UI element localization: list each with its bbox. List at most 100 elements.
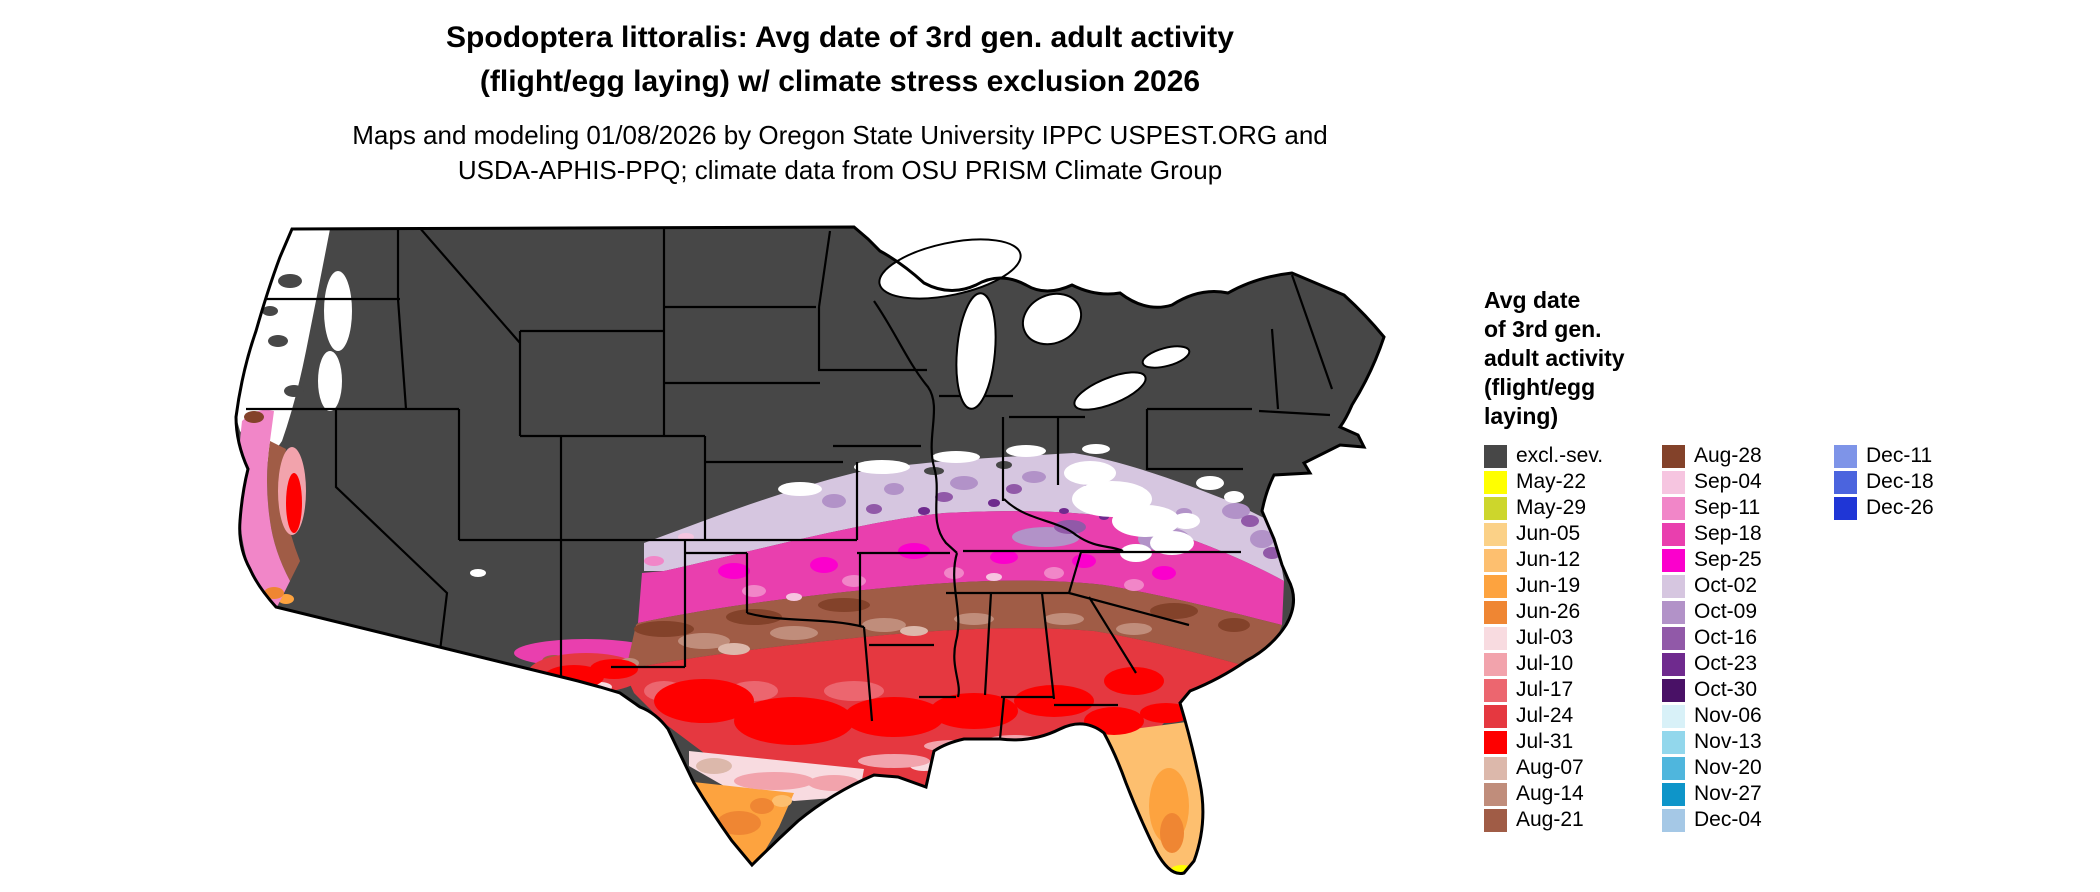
legend-swatch xyxy=(1662,678,1685,702)
legend-item: Dec-11 xyxy=(1834,443,2004,469)
legend-item: Jul-03 xyxy=(1484,625,1662,651)
subtitle-line-1: Maps and modeling 01/08/2026 by Oregon S… xyxy=(352,120,1328,150)
legend-swatch xyxy=(1662,652,1685,676)
legend-item: Sep-04 xyxy=(1662,469,1834,495)
legend-label: Jun-05 xyxy=(1516,522,1581,545)
legend-label: Nov-20 xyxy=(1694,756,1762,779)
legend-item: Sep-11 xyxy=(1662,495,1834,521)
speckles-jul31 xyxy=(286,473,1192,745)
title-line-2: (flight/egg laying) w/ climate stress ex… xyxy=(479,65,1201,98)
legend-label: Jul-17 xyxy=(1516,678,1574,701)
region-nodata-west xyxy=(236,227,352,467)
legend-swatch xyxy=(1484,652,1507,676)
legend-label: Nov-27 xyxy=(1694,782,1762,805)
speckles-sep25 xyxy=(254,427,1176,580)
legend-swatch xyxy=(1484,730,1507,754)
legend-label: Oct-30 xyxy=(1694,678,1758,701)
legend-column-3: Dec-11 Dec-18 Dec-26 xyxy=(1834,443,2004,521)
legend-item: Jul-10 xyxy=(1484,651,1662,677)
legend-label: Dec-26 xyxy=(1866,496,1934,519)
legend-item: Nov-20 xyxy=(1662,755,1834,781)
speckles-nodata xyxy=(470,444,1244,694)
legend-swatch xyxy=(1834,496,1857,520)
speckles-excluded xyxy=(262,274,1012,475)
legend-label: Aug-14 xyxy=(1516,782,1584,805)
legend-label: Aug-28 xyxy=(1694,444,1762,467)
legend-item: Nov-27 xyxy=(1662,781,1834,807)
legend-swatch xyxy=(1834,444,1857,468)
legend-swatch xyxy=(1662,782,1685,806)
legend-item: Dec-18 xyxy=(1834,469,2004,495)
legend-columns: excl.-sev. May-22 May-29 Jun-05 Jun-12 Jun-19… xyxy=(1484,443,2044,833)
us-map xyxy=(234,225,1386,876)
great-lakes xyxy=(878,238,1191,411)
legend-item: Jul-24 xyxy=(1484,703,1662,729)
legend-swatch xyxy=(1484,626,1507,650)
legend-label: Sep-25 xyxy=(1694,548,1762,571)
legend-item: Oct-30 xyxy=(1662,677,1834,703)
legend-item: Sep-18 xyxy=(1662,521,1834,547)
legend-label: Sep-11 xyxy=(1694,496,1761,519)
legend-swatch xyxy=(1484,496,1507,520)
legend-swatch xyxy=(1662,496,1685,520)
legend-swatch xyxy=(1484,522,1507,546)
legend-swatch xyxy=(1662,600,1685,624)
legend-swatch xyxy=(1662,808,1685,832)
legend-swatch xyxy=(1484,678,1507,702)
legend-item: Jun-19 xyxy=(1484,573,1662,599)
legend-item: Aug-14 xyxy=(1484,781,1662,807)
legend-label: Sep-04 xyxy=(1694,470,1762,493)
legend-item: Jun-12 xyxy=(1484,547,1662,573)
legend-column-1: excl.-sev. May-22 May-29 Jun-05 Jun-12 Jun-19… xyxy=(1484,443,1662,833)
legend-swatch xyxy=(1834,470,1857,494)
legend-label: Oct-02 xyxy=(1694,574,1758,597)
legend-label: Dec-18 xyxy=(1866,470,1934,493)
legend-column-2: Aug-28 Sep-04 Sep-11 Sep-18 Sep-25 Oct-02 Oct-… xyxy=(1662,443,1834,833)
legend-label: Jul-03 xyxy=(1516,626,1574,649)
page-title: Spodoptera littoralis: Avg date of 3rd g… xyxy=(0,16,1680,104)
us-border xyxy=(234,225,1386,876)
legend-swatch xyxy=(1662,756,1685,780)
legend-swatch xyxy=(1484,782,1507,806)
speckles-aug28 xyxy=(244,411,1250,637)
legend-item: Nov-13 xyxy=(1662,729,1834,755)
legend-swatch xyxy=(1662,470,1685,494)
legend-swatch xyxy=(1484,600,1507,624)
legend-item: Sep-25 xyxy=(1662,547,1834,573)
legend-swatch xyxy=(1662,574,1685,598)
legend-item: Aug-21 xyxy=(1484,807,1662,833)
legend-item: Jul-17 xyxy=(1484,677,1662,703)
legend-label: Oct-23 xyxy=(1694,652,1758,675)
legend: Avg date of 3rd gen. adult activity (fli… xyxy=(1484,286,2044,833)
subtitle-line-2: USDA-APHIS-PPQ; climate data from OSU PR… xyxy=(457,155,1223,185)
legend-label: Aug-21 xyxy=(1516,808,1584,831)
legend-swatch xyxy=(1662,548,1685,572)
legend-item: Jun-26 xyxy=(1484,599,1662,625)
legend-item: Oct-23 xyxy=(1662,651,1834,677)
legend-swatch xyxy=(1484,548,1507,572)
legend-item: excl.-sev. xyxy=(1484,443,1662,469)
legend-label: Dec-11 xyxy=(1866,444,1933,467)
header: Spodoptera littoralis: Avg date of 3rd g… xyxy=(0,16,1680,188)
legend-item: Oct-09 xyxy=(1662,599,1834,625)
legend-label: Sep-18 xyxy=(1694,522,1762,545)
legend-swatch xyxy=(1484,574,1507,598)
legend-swatch xyxy=(1484,704,1507,728)
legend-swatch xyxy=(1662,730,1685,754)
legend-title: Avg date of 3rd gen. adult activity (fli… xyxy=(1484,287,1625,429)
legend-label: Dec-04 xyxy=(1694,808,1762,831)
legend-swatch xyxy=(1662,626,1685,650)
legend-label: Oct-09 xyxy=(1694,600,1758,623)
legend-item: May-29 xyxy=(1484,495,1662,521)
legend-label: Nov-13 xyxy=(1694,730,1762,753)
legend-label: May-29 xyxy=(1516,496,1587,519)
legend-swatch xyxy=(1662,704,1685,728)
legend-label: Nov-06 xyxy=(1694,704,1762,727)
legend-label: Oct-16 xyxy=(1694,626,1758,649)
legend-swatch xyxy=(1484,756,1507,780)
legend-swatch xyxy=(1662,522,1685,546)
legend-item: Oct-16 xyxy=(1662,625,1834,651)
legend-label: Jun-19 xyxy=(1516,574,1581,597)
legend-item: Nov-06 xyxy=(1662,703,1834,729)
legend-label: Jul-24 xyxy=(1516,704,1574,727)
